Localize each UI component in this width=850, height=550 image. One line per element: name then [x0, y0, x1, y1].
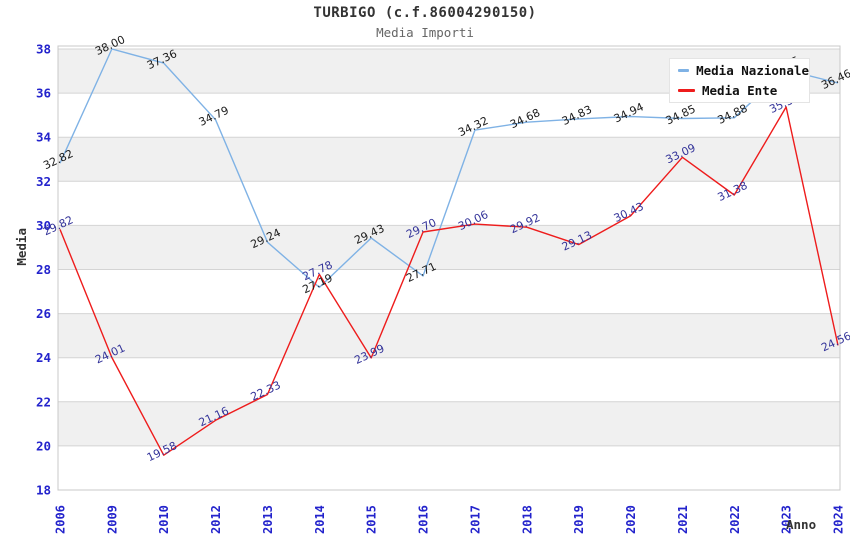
x-tick-label: 2017: [468, 505, 482, 534]
y-tick-label: 28: [36, 262, 51, 277]
y-tick-label: 24: [36, 350, 51, 365]
y-axis-title: Media: [14, 228, 29, 266]
y-tick-label: 18: [36, 483, 51, 498]
x-tick-label: 2016: [417, 505, 431, 534]
nazionale-value-label: 34.83: [560, 103, 594, 128]
x-tick-label: 2022: [728, 505, 742, 534]
x-tick-label: 2024: [832, 505, 846, 534]
y-tick-label: 20: [36, 438, 51, 453]
nazionale-value-label: 34.94: [612, 100, 646, 125]
legend-box: Media Nazionale Media Ente: [669, 58, 810, 103]
y-tick-label: 32: [36, 174, 51, 189]
nazionale-value-label: 34.68: [508, 106, 542, 131]
x-tick-label: 2013: [261, 505, 275, 534]
x-tick-label: 2021: [676, 505, 690, 534]
chart-subtitle: Media Importi: [376, 25, 474, 40]
legend-label-ente: Media Ente: [702, 83, 778, 98]
legend-label-nazionale: Media Nazionale: [696, 63, 809, 78]
chart-title: TURBIGO (c.f.86004290150): [313, 5, 537, 21]
grid-band: [58, 401, 840, 446]
x-tick-label: 2014: [313, 505, 327, 534]
legend-item-ente: Media Ente: [678, 83, 809, 98]
nazionale-value-label: 34.85: [664, 102, 698, 127]
x-tick-label: 2023: [780, 505, 794, 534]
x-tick-label: 2019: [572, 505, 586, 534]
ente-value-label: 31.38: [715, 179, 749, 204]
grid-band: [58, 137, 840, 182]
y-tick-label: 26: [36, 306, 51, 321]
x-tick-label: 2020: [624, 505, 638, 534]
x-tick-label: 2018: [520, 505, 534, 534]
x-tick-label: 2010: [157, 505, 171, 534]
x-tick-label: 2009: [105, 505, 119, 534]
ente-value-label: 22.33: [249, 378, 283, 403]
grid-band: [58, 225, 840, 270]
x-tick-label: 2015: [365, 505, 379, 534]
x-axis-title: Anno: [786, 517, 817, 532]
ente-value-label: 30.43: [612, 200, 646, 225]
y-tick-label: 38: [36, 42, 51, 57]
nazionale-line-swatch-icon: [678, 69, 690, 72]
nazionale-series-line: [59, 48, 839, 289]
ente-line-swatch-icon: [678, 89, 695, 92]
nazionale-value-label: 34.79: [197, 104, 231, 129]
grid-band: [58, 313, 840, 358]
plot-border: [57, 45, 841, 491]
x-tick-label: 2012: [209, 505, 223, 534]
y-tick-label: 36: [36, 86, 51, 101]
y-tick-label: 34: [36, 130, 51, 145]
ente-series-line: [59, 106, 839, 456]
nazionale-value-label: 34.88: [715, 102, 749, 127]
y-tick-label: 30: [36, 218, 51, 233]
y-tick-label: 22: [36, 394, 51, 409]
x-tick-label: 2006: [54, 505, 68, 534]
legend-item-nazionale: Media Nazionale: [678, 63, 809, 78]
